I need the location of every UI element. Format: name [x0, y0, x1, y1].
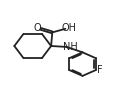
- Text: NH: NH: [63, 42, 78, 52]
- Text: O: O: [34, 23, 41, 33]
- Text: F: F: [97, 65, 102, 75]
- Text: OH: OH: [61, 23, 76, 33]
